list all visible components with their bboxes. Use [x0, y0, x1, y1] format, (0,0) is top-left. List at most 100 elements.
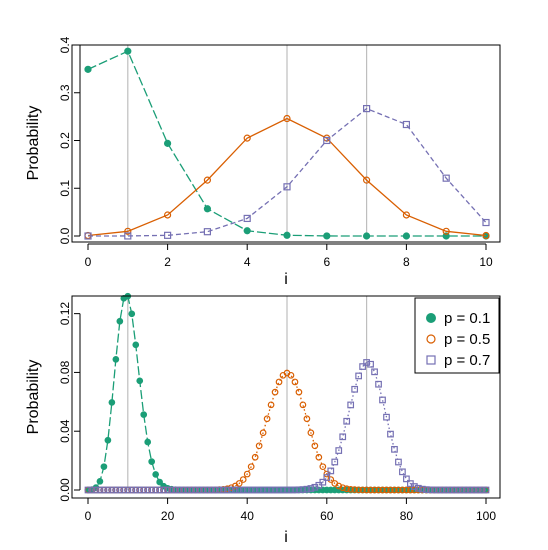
bottom-point [271, 388, 279, 396]
bottom-point [307, 485, 315, 492]
top-y-axis-title: Probability [25, 106, 42, 181]
x-tick-label: 0 [85, 255, 92, 269]
legend-label-p05: p = 0.5 [444, 331, 490, 348]
bottom-point [160, 486, 167, 494]
legend-label-p01: p = 0.1 [444, 310, 490, 327]
top-point [363, 105, 371, 113]
bottom-point [311, 442, 319, 450]
bottom-point [124, 486, 132, 494]
bottom-point [267, 486, 275, 494]
bottom-point [239, 476, 247, 483]
bottom-point [180, 486, 187, 494]
bottom-point [355, 372, 363, 380]
bottom-point [255, 486, 263, 494]
top-point [363, 176, 371, 184]
bottom-point [383, 486, 390, 494]
x-tick-label: 20 [161, 509, 175, 523]
bottom-point [132, 341, 140, 349]
bottom-point [156, 486, 164, 494]
bottom-point [391, 445, 398, 453]
bottom-point [422, 486, 430, 493]
bottom-point [343, 417, 351, 425]
bottom-point [351, 486, 359, 494]
bottom-point [148, 458, 156, 465]
bottom-point [375, 380, 382, 388]
bottom-point [319, 478, 327, 486]
y-tick-label: 0.3 [58, 84, 72, 101]
bottom-point [299, 486, 307, 493]
x-tick-label: 0 [85, 509, 92, 523]
top-point [442, 227, 450, 235]
bottom-point [279, 486, 287, 494]
bottom-point [383, 413, 390, 421]
top-y-axis: 0.0 0.1 0.2 0.3 0.4 [58, 36, 81, 244]
bottom-point [367, 486, 374, 494]
bottom-point [128, 486, 136, 494]
y-tick-label: 0.2 [58, 132, 72, 149]
bottom-point [303, 485, 311, 493]
bottom-point [164, 486, 171, 494]
bottom-point [267, 401, 275, 409]
bottom-point [140, 411, 148, 418]
bottom-point [399, 468, 406, 476]
bottom-point [458, 486, 466, 494]
bottom-point [275, 486, 283, 494]
bottom-point [271, 486, 279, 494]
bottom-point [263, 415, 271, 423]
top-point [482, 231, 490, 240]
bottom-point [116, 317, 124, 325]
bottom-point [438, 486, 446, 494]
bottom-point [319, 463, 327, 471]
top-point [402, 232, 411, 240]
bottom-point [363, 359, 370, 366]
top-point [203, 176, 211, 184]
bottom-point [291, 378, 299, 386]
top-series-0 [84, 47, 490, 240]
top-series-group [84, 47, 490, 240]
bottom-point [247, 463, 255, 471]
bottom-point [223, 486, 231, 494]
top-point [203, 205, 211, 213]
bottom-point [387, 486, 394, 494]
bottom-series-group [84, 292, 490, 494]
bottom-point [243, 470, 251, 478]
bottom-point [192, 486, 199, 494]
x-tick-label: 4 [244, 255, 251, 269]
bottom-point [359, 486, 366, 494]
bottom-point [219, 486, 227, 494]
bottom-point [116, 486, 124, 494]
top-x-axis: 0 2 4 6 8 10 [85, 243, 493, 269]
bottom-point [104, 486, 112, 494]
top-point [164, 139, 172, 147]
top-x-axis-title: i [284, 271, 288, 288]
bottom-point [108, 486, 116, 494]
top-chart-panel: 0 2 4 6 8 10 0.0 0.1 0.2 0.3 0.4 i Probability [25, 36, 501, 288]
bottom-point [418, 485, 426, 493]
bottom-point [347, 485, 355, 493]
bottom-point [379, 486, 386, 494]
bottom-point [403, 486, 410, 494]
bottom-point [311, 483, 319, 491]
y-tick-label: 0.12 [58, 302, 72, 326]
bottom-point [188, 486, 195, 494]
bottom-point [307, 429, 315, 437]
bottom-point [208, 486, 215, 494]
bottom-point [395, 458, 402, 466]
bottom-point [287, 486, 295, 494]
top-reference-lines [127, 45, 368, 236]
bottom-point [132, 486, 140, 494]
bottom-point [470, 486, 478, 494]
bottom-point [434, 486, 442, 494]
bottom-point [152, 486, 160, 494]
bottom-point [140, 486, 148, 494]
bottom-point [152, 471, 159, 478]
top-plot-frame [71, 44, 501, 243]
legend-marker-p01 [426, 313, 436, 323]
bottom-point [275, 378, 283, 386]
bottom-point [391, 486, 398, 494]
bottom-point [168, 486, 175, 494]
y-tick-label: 0.08 [58, 360, 72, 384]
x-tick-label: 2 [164, 255, 171, 269]
x-tick-label: 60 [320, 509, 334, 523]
